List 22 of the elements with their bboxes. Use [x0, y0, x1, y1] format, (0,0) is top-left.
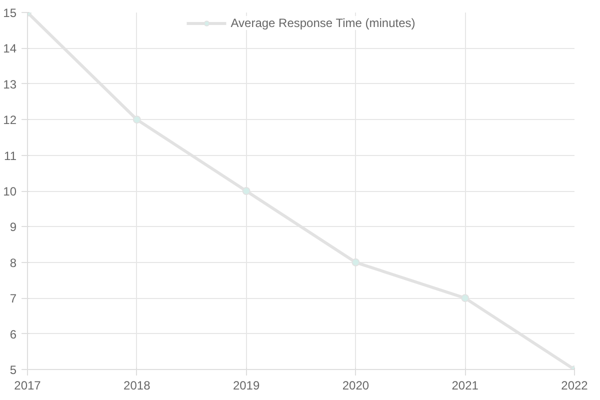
x-tick-label: 2017	[14, 378, 42, 392]
y-tick-label: 15	[3, 6, 17, 20]
y-tick-label: 9	[10, 220, 17, 234]
y-tick-label: 14	[3, 42, 17, 56]
y-tick-label: 13	[3, 77, 17, 92]
x-tick-label: 2020	[342, 378, 370, 392]
y-tick-label: 7	[10, 292, 17, 306]
x-tick-label: 2022	[561, 378, 588, 392]
y-tick-label: 8	[10, 256, 17, 270]
y-tick-label: 10	[3, 184, 17, 198]
x-tick-label: 2021	[452, 378, 479, 392]
x-tick-label: 2019	[232, 378, 260, 392]
x-tick-label: 2018	[124, 378, 151, 392]
y-tick-label: 11	[4, 148, 17, 163]
y-tick-label: 5	[10, 363, 17, 377]
legend-label: Average Response Time (minutes)	[230, 16, 416, 30]
point	[242, 187, 250, 195]
point	[352, 258, 360, 266]
point	[132, 116, 141, 124]
y-tick-label: 6	[10, 327, 17, 342]
point	[461, 294, 470, 302]
y-tick-label: 12	[3, 113, 17, 128]
